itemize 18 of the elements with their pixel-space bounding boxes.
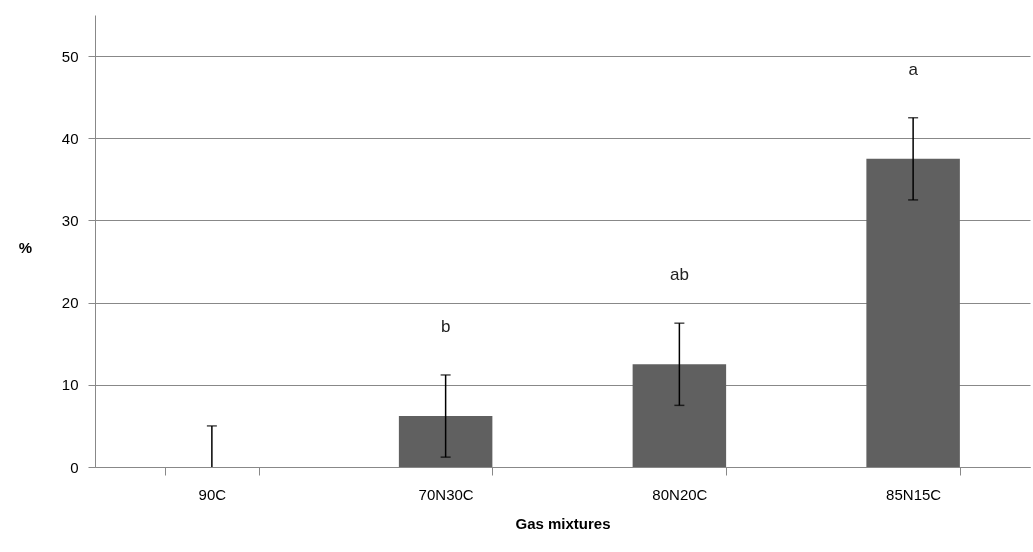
y-tick-label: 20 bbox=[61, 294, 79, 312]
y-tick-label: 50 bbox=[61, 47, 79, 65]
y-tick-label: 30 bbox=[61, 211, 79, 229]
bar bbox=[398, 416, 493, 467]
y-tick-label: 40 bbox=[61, 129, 79, 147]
x-tick-label: 90C bbox=[198, 485, 227, 503]
x-axis-title: Gas mixtures bbox=[515, 514, 611, 532]
annotation: b bbox=[440, 316, 451, 336]
annotation: ab bbox=[669, 265, 689, 285]
y-axis-title: % bbox=[18, 238, 33, 256]
y-tick-label: 0 bbox=[70, 458, 79, 476]
y-tick-label: 10 bbox=[61, 376, 79, 394]
x-tick-label: 85N15C bbox=[886, 485, 942, 503]
bar bbox=[866, 158, 960, 467]
x-tick-label: 70N30C bbox=[418, 485, 474, 503]
annotation: a bbox=[908, 59, 919, 79]
bar bbox=[632, 364, 727, 467]
x-tick-label: 80N20C bbox=[652, 485, 708, 503]
